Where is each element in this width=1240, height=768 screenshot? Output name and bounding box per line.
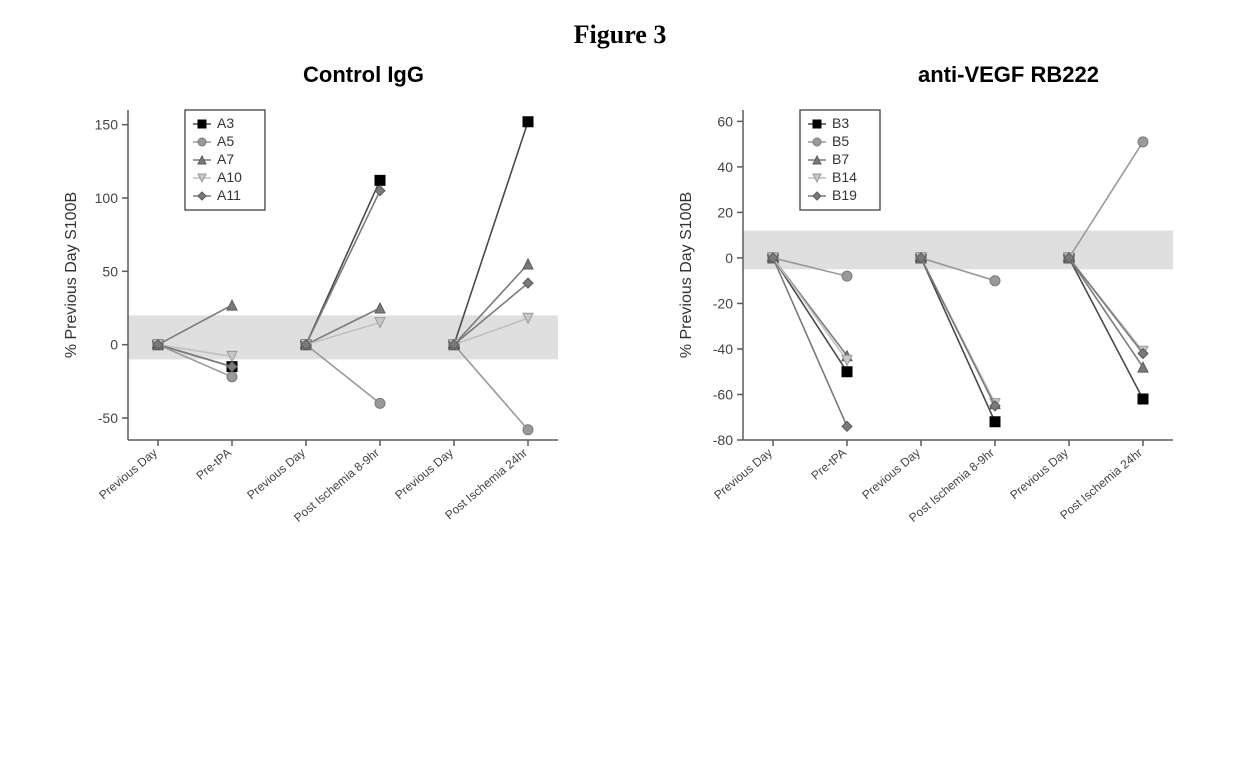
svg-text:Previous Day: Previous Day bbox=[1007, 446, 1071, 503]
chart-right: anti-VEGF RB222 -80 -60 -40 -20 0 20 40 60 Previo… bbox=[673, 60, 1183, 580]
svg-text:20: 20 bbox=[717, 204, 733, 220]
svg-text:A10: A10 bbox=[217, 169, 242, 185]
svg-text:Post Ischemia 24hr: Post Ischemia 24hr bbox=[1057, 446, 1145, 523]
svg-text:Post Ischemia 24hr: Post Ischemia 24hr bbox=[442, 446, 530, 523]
svg-text:40: 40 bbox=[717, 159, 733, 175]
svg-text:Previous Day: Previous Day bbox=[244, 446, 308, 503]
svg-text:-50: -50 bbox=[97, 410, 117, 426]
svg-text:B19: B19 bbox=[832, 187, 857, 203]
svg-text:Previous Day: Previous Day bbox=[711, 446, 775, 503]
svg-text:-40: -40 bbox=[712, 341, 732, 357]
svg-text:100: 100 bbox=[94, 190, 118, 206]
svg-text:% Previous Day S100B: % Previous Day S100B bbox=[678, 192, 695, 358]
panels-row: Control IgG -50 0 50 100 150 Previous Day Pre-t… bbox=[20, 60, 1220, 585]
svg-text:A11: A11 bbox=[217, 187, 241, 203]
chart-left: Control IgG -50 0 50 100 150 Previous Day Pre-t… bbox=[58, 60, 568, 580]
svg-text:-20: -20 bbox=[712, 295, 732, 311]
svg-text:% Previous Day S100B: % Previous Day S100B bbox=[63, 192, 80, 358]
svg-text:anti-VEGF RB222: anti-VEGF RB222 bbox=[918, 62, 1099, 87]
svg-text:A5: A5 bbox=[217, 133, 234, 149]
svg-text:B14: B14 bbox=[832, 169, 857, 185]
svg-text:150: 150 bbox=[94, 117, 118, 133]
svg-text:60: 60 bbox=[717, 113, 733, 129]
svg-text:Control IgG: Control IgG bbox=[303, 62, 424, 87]
svg-text:A3: A3 bbox=[217, 115, 234, 131]
svg-text:Previous Day: Previous Day bbox=[392, 446, 456, 503]
figure-title: Figure 3 bbox=[20, 20, 1220, 50]
svg-text:B7: B7 bbox=[832, 151, 849, 167]
svg-text:0: 0 bbox=[110, 337, 118, 353]
svg-text:0: 0 bbox=[725, 250, 733, 266]
svg-text:B5: B5 bbox=[832, 133, 849, 149]
panel-left: Control IgG -50 0 50 100 150 Previous Day Pre-t… bbox=[58, 60, 568, 585]
svg-text:Previous Day: Previous Day bbox=[96, 446, 160, 503]
svg-text:Previous Day: Previous Day bbox=[859, 446, 923, 503]
panel-right: anti-VEGF RB222 -80 -60 -40 -20 0 20 40 60 Previo… bbox=[673, 60, 1183, 585]
svg-text:-80: -80 bbox=[712, 432, 732, 448]
svg-text:Pre-tPA: Pre-tPA bbox=[808, 446, 849, 483]
svg-text:50: 50 bbox=[102, 263, 118, 279]
svg-text:A7: A7 bbox=[217, 151, 234, 167]
svg-text:-60: -60 bbox=[712, 386, 732, 402]
svg-text:Pre-tPA: Pre-tPA bbox=[193, 446, 234, 483]
svg-text:B3: B3 bbox=[832, 115, 849, 131]
